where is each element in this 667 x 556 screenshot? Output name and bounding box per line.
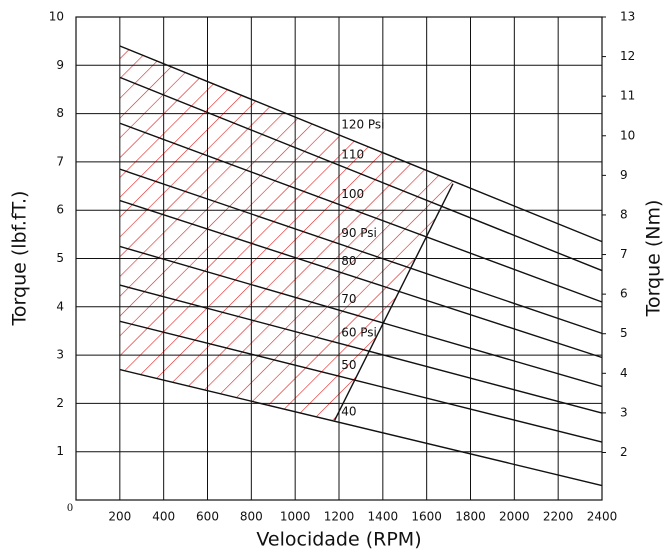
series-line	[119, 199, 603, 359]
series-label: 110	[341, 148, 364, 162]
series-line	[119, 168, 603, 335]
x-tick-label: 1000	[280, 510, 311, 524]
x-tick-label: 2400	[587, 510, 618, 524]
series-label: 80	[341, 254, 356, 268]
series-label: 40	[341, 404, 356, 418]
x-tick-label: 400	[152, 510, 175, 524]
x-axis-title: Velocidade (RPM)	[256, 529, 421, 551]
y-tick-label: 4	[56, 299, 64, 313]
y-tick-label: 8	[56, 106, 64, 120]
x-tick-label: 1400	[368, 510, 399, 524]
y-tick-label: 3	[56, 348, 64, 362]
plot-frame	[75, 16, 603, 501]
series-label: 70	[341, 292, 356, 306]
y-tick-label: 9	[56, 58, 64, 72]
y2-tick-label: 9	[620, 168, 628, 182]
y2-tick-label: 10	[620, 128, 635, 142]
y2-tick-label: 4	[620, 366, 628, 380]
y-tick-label: 2	[56, 396, 64, 410]
y-tick-label: 6	[56, 203, 64, 217]
y-tick-label: 5	[56, 251, 64, 265]
series-line	[119, 368, 603, 487]
y2-axis-title: Torque (Nm)	[643, 200, 665, 318]
series-label: 90 Psi	[341, 226, 377, 240]
series-line	[119, 76, 603, 272]
hatched-region	[119, 45, 455, 422]
x-tick-label: 1200	[324, 510, 355, 524]
y2-tick-label: 3	[620, 405, 628, 419]
y-tick-label: 1	[56, 444, 64, 458]
y2-tick-label: 13	[620, 10, 635, 24]
series-line	[119, 245, 603, 388]
x-tick-label: 1600	[411, 510, 442, 524]
series-label: 120 Psi	[341, 117, 384, 131]
y-tick-label: 7	[56, 154, 64, 168]
y-tick-label: 0	[67, 500, 73, 514]
boundary-line	[333, 183, 454, 421]
y2-tick-label: 6	[620, 287, 628, 301]
y2-tick-label: 5	[620, 326, 628, 340]
series-line	[119, 45, 603, 243]
y2-tick-label: 12	[620, 49, 635, 63]
x-tick-label: 1800	[455, 510, 486, 524]
y2-tick-label: 7	[620, 247, 628, 261]
y-tick-label: 10	[49, 10, 64, 24]
x-tick-label: 2200	[543, 510, 574, 524]
y2-tick-label: 8	[620, 207, 628, 221]
series-line	[119, 284, 603, 414]
series-line	[119, 122, 603, 303]
x-tick-label: 2000	[499, 510, 530, 524]
series-label: 100	[341, 187, 364, 201]
series-line	[119, 320, 603, 443]
x-tick-label: 800	[240, 510, 263, 524]
series-label: 50	[341, 358, 356, 372]
x-tick-label: 600	[196, 510, 219, 524]
y2-tick-label: 11	[620, 89, 635, 103]
y-axis-title: Torque (lbf.fT.)	[9, 191, 31, 327]
y2-tick-label: 2	[620, 445, 628, 459]
x-tick-label: 200	[108, 510, 131, 524]
series-label: 60 Psi	[341, 325, 377, 339]
